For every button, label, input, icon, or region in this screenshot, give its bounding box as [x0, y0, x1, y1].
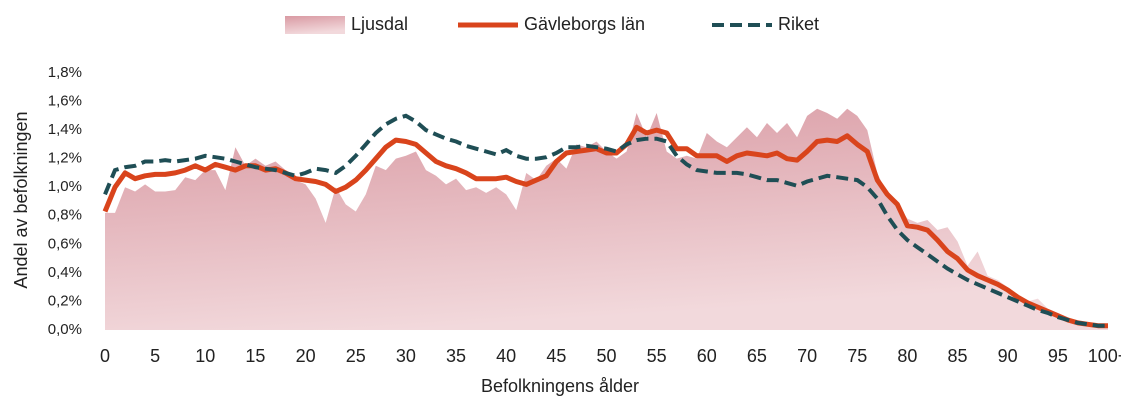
y-tick-label: 1,0%	[48, 178, 82, 195]
x-tick-label: 75	[847, 346, 867, 366]
x-tick-label: 40	[496, 346, 516, 366]
x-tick-label: 70	[797, 346, 817, 366]
y-tick-label: 0,6%	[48, 235, 82, 252]
x-tick-label: 20	[296, 346, 316, 366]
x-tick-label: 35	[446, 346, 466, 366]
y-tick-label: 1,6%	[48, 93, 82, 110]
x-tick-label: 90	[998, 346, 1018, 366]
y-tick-label: 0,4%	[48, 264, 82, 281]
x-tick-label: 60	[697, 346, 717, 366]
x-tick-label: 80	[897, 346, 917, 366]
x-tick-label: 30	[396, 346, 416, 366]
x-tick-label: 95	[1048, 346, 1068, 366]
legend-label: Gävleborgs län	[524, 14, 645, 34]
y-tick-label: 1,4%	[48, 121, 82, 138]
legend-swatch	[285, 16, 345, 34]
x-tick-label: 5	[150, 346, 160, 366]
x-tick-label: 65	[747, 346, 767, 366]
x-tick-label: 50	[596, 346, 616, 366]
x-tick-label: 85	[948, 346, 968, 366]
x-axis-label: Befolkningens ålder	[481, 376, 639, 396]
x-tick-label: 0	[100, 346, 110, 366]
y-tick-label: 1,2%	[48, 150, 82, 167]
x-tick-label: 55	[647, 346, 667, 366]
x-tick-label: 15	[245, 346, 265, 366]
legend-label: Riket	[778, 14, 819, 34]
y-tick-label: 1,8%	[48, 64, 82, 81]
y-tick-label: 0,2%	[48, 292, 82, 309]
y-axis-label: Andel av befolkningen	[11, 111, 31, 288]
x-tick-label: 100+	[1088, 346, 1121, 366]
x-tick-label: 45	[546, 346, 566, 366]
area	[105, 108, 1108, 330]
legend-label: Ljusdal	[351, 14, 408, 34]
y-tick-label: 0,0%	[48, 321, 82, 338]
y-tick-label: 0,8%	[48, 207, 82, 224]
x-tick-label: 10	[195, 346, 215, 366]
x-tick-label: 25	[346, 346, 366, 366]
dashed-line	[103, 113, 1108, 328]
